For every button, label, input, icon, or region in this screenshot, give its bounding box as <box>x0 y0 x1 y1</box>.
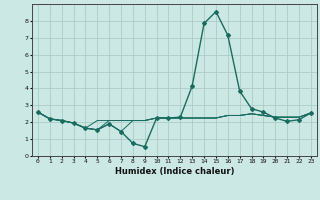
X-axis label: Humidex (Indice chaleur): Humidex (Indice chaleur) <box>115 167 234 176</box>
